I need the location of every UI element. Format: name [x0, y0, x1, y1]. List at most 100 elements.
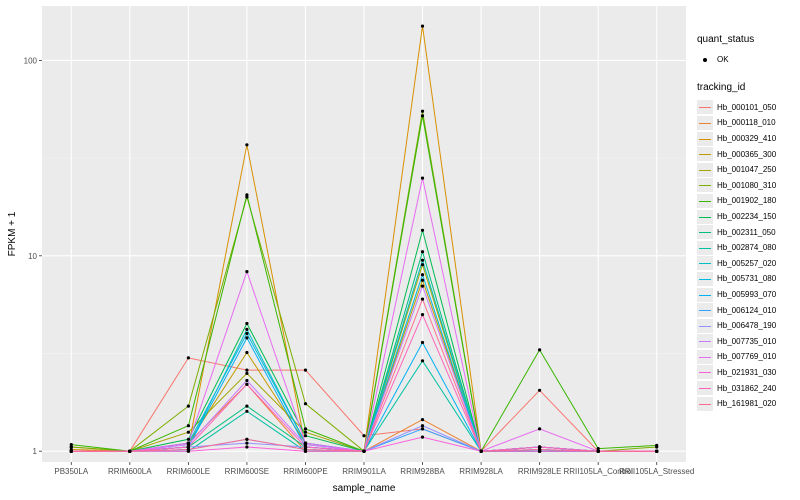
legend-key-line [697, 162, 713, 177]
legend-label: Hb_021931_030 [717, 367, 777, 377]
data-point [655, 443, 659, 447]
data-point [186, 441, 190, 445]
legend-label: Hb_002874_080 [717, 243, 777, 253]
y-tick-label: 1 [33, 447, 38, 456]
data-point [245, 193, 249, 197]
data-point [303, 434, 308, 438]
x-tick-label: RRIM600LA [108, 467, 152, 476]
data-point [245, 378, 249, 383]
data-point [69, 443, 73, 447]
data-point [186, 424, 190, 428]
legend-item-tracking-id: Hb_000365_300 [697, 146, 797, 162]
data-point [303, 441, 308, 445]
data-point [420, 24, 425, 28]
data-point [362, 449, 366, 453]
legend-key-line [697, 381, 713, 396]
data-point [303, 447, 308, 452]
data-point [420, 284, 425, 288]
y-tick-label: 10 [28, 252, 37, 261]
legend-label: Hb_005993_070 [717, 290, 777, 300]
legend-item-tracking-id: Hb_005993_070 [697, 287, 797, 303]
data-point [245, 350, 249, 355]
x-axis-label: sample_name [333, 483, 396, 494]
data-point [186, 430, 190, 434]
data-point [420, 273, 425, 277]
data-point [245, 331, 249, 336]
legend-label: Hb_001047_250 [717, 165, 777, 175]
data-point [245, 382, 249, 386]
legend-key-line [697, 334, 713, 349]
legend-label: Hb_000329_410 [717, 134, 777, 144]
legend-key-line [697, 193, 713, 208]
data-point [420, 109, 425, 113]
data-point [245, 371, 249, 375]
legend-key-dot [697, 53, 713, 67]
legend-key-line [697, 131, 713, 146]
data-point [303, 402, 308, 406]
data-point [245, 404, 249, 408]
data-point [538, 445, 542, 449]
data-point [69, 445, 73, 449]
legend-label: Hb_031862_240 [717, 383, 777, 393]
legend-key-line [697, 349, 713, 364]
data-point [538, 348, 542, 352]
legend-key-line [697, 303, 713, 318]
x-tick-label: RRIM928LE [518, 467, 562, 476]
data-point [245, 437, 249, 441]
data-point [362, 434, 366, 438]
data-point [245, 143, 249, 147]
legend-item-tracking-id: Hb_021931_030 [697, 365, 797, 381]
x-tick-label: RRIM600LE [167, 467, 211, 476]
legend-key-line [697, 256, 713, 271]
data-point [420, 258, 425, 262]
legend-key-line [697, 240, 713, 255]
data-point [186, 445, 190, 449]
data-point [303, 445, 308, 449]
legend-label: Hb_007769_010 [717, 352, 777, 362]
legend-item-tracking-id: Hb_000329_410 [697, 131, 797, 147]
legend-label: OK [717, 55, 729, 65]
legend-item-tracking-id: Hb_001080_310 [697, 178, 797, 194]
y-axis-label: FPKM + 1 [7, 211, 18, 256]
legend-item-tracking-id: Hb_005257_020 [697, 256, 797, 272]
data-point [420, 424, 425, 428]
legend-label: Hb_007735_010 [717, 336, 777, 346]
y-axis: 1 10 100 [24, 56, 42, 456]
legend-label: Hb_002234_150 [717, 212, 777, 222]
x-tick-label: RRIM901LA [342, 467, 386, 476]
data-point [420, 297, 425, 301]
data-points [69, 24, 659, 453]
legend-label: Hb_005257_020 [717, 258, 777, 268]
data-point [245, 327, 249, 331]
legend: quant_status OK tracking_id Hb_000101_05… [697, 34, 797, 411]
data-point [186, 437, 190, 441]
data-point [538, 388, 542, 392]
x-tick-label: RRIM600SE [225, 467, 269, 476]
data-point [303, 368, 308, 372]
legend-key-line [697, 209, 713, 224]
data-point [245, 409, 249, 413]
data-point [420, 427, 425, 431]
legend-label: Hb_001080_310 [717, 180, 777, 190]
legend-key-line [697, 100, 713, 115]
legend-item-tracking-id: Hb_002311_050 [697, 224, 797, 240]
data-point [420, 313, 425, 317]
legend-key-line [697, 178, 713, 193]
data-point [538, 447, 542, 452]
legend-key-line [697, 318, 713, 333]
legend-item-tracking-id: Hb_006124_010 [697, 302, 797, 318]
legend-label: Hb_000101_050 [717, 102, 777, 112]
legend-title-quant-status: quant_status [697, 34, 755, 45]
x-tick-label: RRIM928LA [459, 467, 503, 476]
legend-label: Hb_002311_050 [717, 227, 776, 237]
data-point [420, 435, 425, 439]
x-tick-label: RRII105LA_Stressed [619, 467, 694, 476]
data-point [596, 447, 600, 451]
legend-key-line [697, 147, 713, 162]
data-point [420, 359, 425, 363]
legend-key-line [697, 365, 713, 380]
data-point [245, 368, 249, 372]
legend-item-tracking-id: Hb_006478_190 [697, 318, 797, 334]
legend-item-tracking-id: Hb_000118_010 [697, 115, 797, 131]
